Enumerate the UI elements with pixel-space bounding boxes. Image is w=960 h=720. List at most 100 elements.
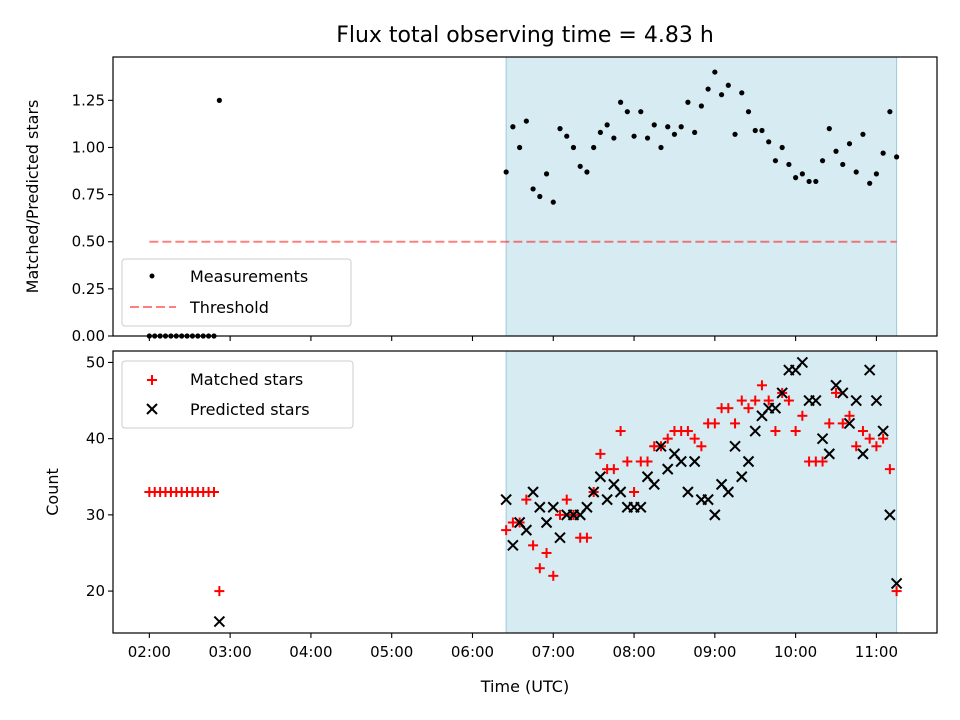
measurement-point <box>826 126 832 132</box>
top-marks <box>146 69 900 339</box>
matched-star-point <box>891 586 902 597</box>
top-panel: 0.00 0.25 0.50 0.75 1.00 1.25 Matched/Predict… <box>23 56 938 345</box>
matched-star-point <box>844 410 855 421</box>
measurement-point <box>712 69 718 75</box>
matched-star-point <box>878 433 889 444</box>
measurement-point <box>537 193 543 200</box>
matched-star-point <box>736 395 747 406</box>
y-tick-label: 1.25 <box>72 91 105 109</box>
measurement-point <box>685 99 691 105</box>
matched-star-point <box>521 494 532 505</box>
measurement-point <box>894 154 900 160</box>
predicted-star-point <box>742 455 755 468</box>
x-tick-label: 10:00 <box>774 643 817 661</box>
measurement-point <box>860 131 866 137</box>
x-tick-label: 04:00 <box>289 643 332 661</box>
bottom-axis-ticks: 20 30 40 50 02:00 03:00 04:00 05:00 06:00 07:00 08… <box>86 353 898 661</box>
predicted-star-point <box>587 486 600 498</box>
matched-star-point <box>871 441 882 452</box>
measurement-point <box>718 92 725 98</box>
predicted-star-point <box>796 356 809 369</box>
predicted-star-point <box>662 463 674 475</box>
measurement-point <box>846 141 853 147</box>
predicted-star-point <box>534 501 546 513</box>
measurement-point <box>786 161 792 168</box>
matched-star-point <box>214 586 225 597</box>
predicted-star-point <box>709 509 721 521</box>
top-y-axis-label: Matched/Predicted stars <box>23 100 42 294</box>
y-tick-label: 0.25 <box>72 280 105 298</box>
x-tick-label: 06:00 <box>451 643 494 661</box>
matched-star-point <box>837 418 848 429</box>
measurement-point <box>658 144 664 151</box>
predicted-star-point <box>850 394 862 407</box>
shaded-interval-bottom <box>505 350 898 634</box>
predicted-star-point <box>776 387 788 399</box>
matched-star-point <box>541 547 552 558</box>
predicted-star-point <box>749 425 761 437</box>
y-tick-label: 20 <box>86 582 105 600</box>
measurement-point <box>739 90 745 96</box>
matched-star-point <box>824 418 835 429</box>
legend-marker-predicted-stars <box>146 403 158 415</box>
matched-star-point <box>763 395 774 406</box>
top-legend: Measurements Threshold <box>121 258 352 327</box>
predicted-star-point <box>816 432 829 445</box>
matched-star-point <box>581 532 592 543</box>
matched-star-point <box>797 410 808 421</box>
predicted-star-point <box>823 448 835 460</box>
chart-title: Flux total observing time = 4.83 h <box>336 23 714 48</box>
matched-star-point <box>561 494 572 505</box>
predicted-star-point <box>601 493 613 506</box>
matched-star-point <box>608 464 619 475</box>
matched-star-point <box>501 525 512 536</box>
predicted-star-point <box>884 509 896 521</box>
matched-star-point <box>528 540 539 551</box>
matched-star-point <box>750 395 761 406</box>
measurement-point <box>772 158 779 164</box>
measurement-point <box>591 144 597 151</box>
matched-star-point <box>851 441 862 452</box>
predicted-star-point <box>837 387 849 399</box>
predicted-star-point <box>614 486 627 498</box>
predicted-star-point <box>877 425 889 437</box>
predicted-star-point <box>890 577 903 590</box>
predicted-star-point <box>213 615 226 628</box>
y-tick-label: 40 <box>86 430 105 448</box>
measurement-point <box>867 180 873 186</box>
legend-marker-matched-stars <box>147 375 157 385</box>
predicted-star-point <box>688 455 701 468</box>
y-tick-label: 0.00 <box>72 327 105 345</box>
measurement-point <box>617 99 624 105</box>
predicted-star-point <box>520 524 533 536</box>
matched-star-point <box>696 441 707 452</box>
predicted-star-point <box>870 394 883 407</box>
matched-star-point <box>534 563 545 574</box>
measurement-point <box>705 86 711 92</box>
measurement-point <box>503 169 509 175</box>
matched-star-point <box>770 426 781 437</box>
predicted-star-point <box>540 516 553 529</box>
measurement-point <box>644 135 651 141</box>
measurement-point <box>638 109 644 115</box>
measurement-point <box>530 186 536 192</box>
measurement-point <box>550 199 556 205</box>
predicted-star-point <box>729 440 741 452</box>
matched-star-point <box>642 456 653 467</box>
measurement-point <box>806 178 812 185</box>
matched-star-point <box>730 418 741 429</box>
predicted-star-point <box>581 501 593 513</box>
matched-star-point <box>864 433 875 444</box>
matched-star-point <box>857 426 868 437</box>
predicted-star-point <box>843 417 856 430</box>
y-tick-label: 0.75 <box>72 186 105 204</box>
predicted-star-point <box>863 364 876 376</box>
predicted-star-point <box>500 493 512 506</box>
measurement-point <box>564 133 570 139</box>
y-tick-label: 50 <box>86 353 105 371</box>
predicted-star-point <box>702 493 714 506</box>
measurement-point <box>698 103 704 109</box>
measurement-point <box>624 109 630 115</box>
measurement-point <box>793 175 799 181</box>
